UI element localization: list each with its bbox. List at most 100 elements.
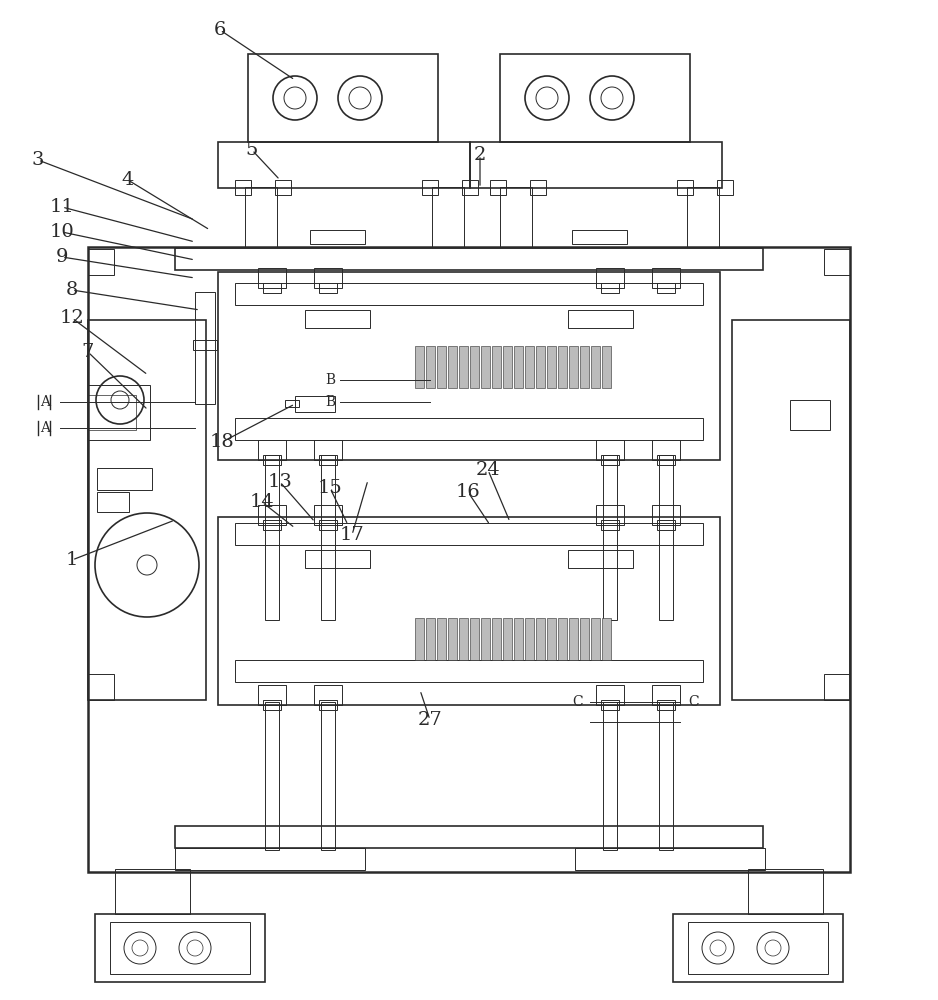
Bar [601, 700, 619, 710]
Bar [415, 618, 424, 660]
Bar [321, 455, 335, 620]
Bar [790, 400, 830, 430]
Bar [310, 230, 365, 244]
Text: 3: 3 [32, 151, 44, 169]
Bar [321, 702, 335, 850]
Bar [305, 310, 370, 328]
Text: 10: 10 [50, 223, 74, 241]
Bar [490, 180, 506, 195]
Bar [601, 520, 619, 530]
Bar [319, 700, 337, 710]
Bar [568, 550, 633, 568]
Bar [601, 283, 619, 293]
Bar [88, 674, 114, 700]
Bar [601, 455, 619, 465]
Text: 6: 6 [214, 21, 226, 39]
Bar [492, 618, 501, 660]
Bar [530, 180, 546, 195]
Bar [824, 674, 850, 700]
Bar [568, 310, 633, 328]
Bar [437, 346, 446, 388]
Bar [235, 283, 703, 305]
Bar [88, 395, 136, 430]
Bar [547, 618, 556, 660]
Bar [88, 249, 114, 275]
Bar [596, 505, 624, 525]
Bar [547, 346, 556, 388]
Bar [536, 618, 545, 660]
Bar [248, 54, 438, 142]
Bar [314, 268, 342, 288]
Bar [285, 400, 299, 407]
Bar [500, 54, 690, 142]
Bar [525, 618, 534, 660]
Bar [657, 700, 675, 710]
Bar [659, 455, 673, 620]
Text: 4: 4 [122, 171, 134, 189]
Bar [295, 396, 335, 412]
Bar [448, 618, 457, 660]
Bar [657, 520, 675, 530]
Text: 14: 14 [250, 493, 275, 511]
Bar [459, 346, 468, 388]
Bar [603, 702, 617, 850]
Bar [677, 180, 693, 195]
Bar [596, 440, 624, 460]
Bar [314, 440, 342, 460]
Bar [536, 346, 545, 388]
Bar [470, 346, 479, 388]
Bar [688, 922, 828, 974]
Bar [673, 914, 843, 982]
Bar [602, 346, 611, 388]
Text: A: A [40, 395, 50, 409]
Bar [175, 826, 763, 848]
Bar [503, 618, 512, 660]
Bar [263, 700, 281, 710]
Bar [514, 346, 523, 388]
Bar [265, 455, 279, 620]
Bar [652, 440, 680, 460]
Bar [824, 249, 850, 275]
Bar [95, 914, 265, 982]
Bar [275, 180, 291, 195]
Text: 16: 16 [456, 483, 480, 501]
Bar [580, 346, 589, 388]
Bar [481, 618, 490, 660]
Bar [500, 187, 532, 247]
Bar [503, 346, 512, 388]
Bar [470, 142, 722, 188]
Text: A: A [40, 421, 50, 435]
Bar [492, 346, 501, 388]
Bar [258, 268, 286, 288]
Bar [591, 346, 600, 388]
Bar [591, 618, 600, 660]
Bar [245, 187, 277, 247]
Bar [569, 346, 578, 388]
Bar [319, 520, 337, 530]
Bar [657, 283, 675, 293]
Bar [218, 142, 470, 188]
Bar [575, 848, 765, 870]
Bar [459, 618, 468, 660]
Bar [569, 618, 578, 660]
Bar [422, 180, 438, 195]
Text: 15: 15 [318, 479, 342, 497]
Bar [88, 247, 850, 872]
Bar [218, 272, 720, 460]
Bar [572, 230, 627, 244]
Text: B: B [325, 373, 335, 387]
Bar [602, 618, 611, 660]
Bar [319, 283, 337, 293]
Text: 17: 17 [340, 526, 364, 544]
Bar [603, 455, 617, 620]
Bar [263, 283, 281, 293]
Bar [265, 702, 279, 850]
Bar [558, 618, 567, 660]
Bar [652, 268, 680, 288]
Text: 8: 8 [66, 281, 78, 299]
Text: 7: 7 [82, 343, 94, 361]
Bar [88, 385, 150, 440]
Bar [748, 869, 823, 914]
Bar [652, 685, 680, 705]
Bar [437, 618, 446, 660]
